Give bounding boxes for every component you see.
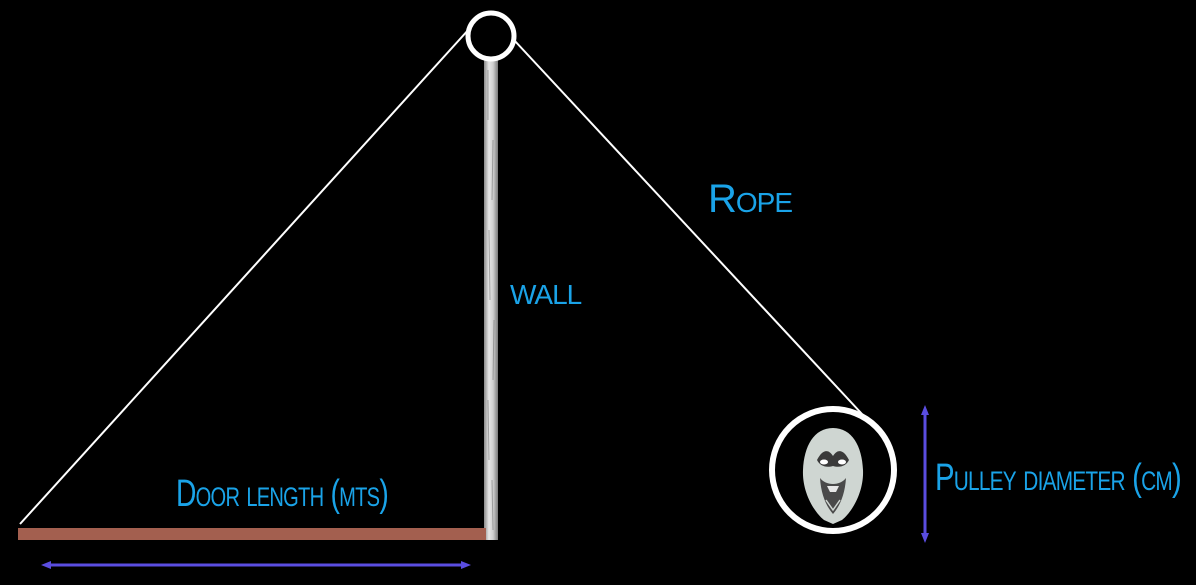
wall-texture <box>487 70 495 531</box>
pulley-icon <box>465 10 517 62</box>
rope-right <box>513 39 863 415</box>
door-length-label: Door length (mts) <box>176 473 388 515</box>
pulley-diameter-label: Pulley diameter (cm) <box>935 457 1181 499</box>
wall-label: wall <box>510 269 582 313</box>
rope-left <box>19 27 471 525</box>
wall <box>484 58 498 540</box>
rope-label: Rope <box>708 177 792 221</box>
door <box>18 528 486 540</box>
hooded-face-icon <box>802 428 864 524</box>
